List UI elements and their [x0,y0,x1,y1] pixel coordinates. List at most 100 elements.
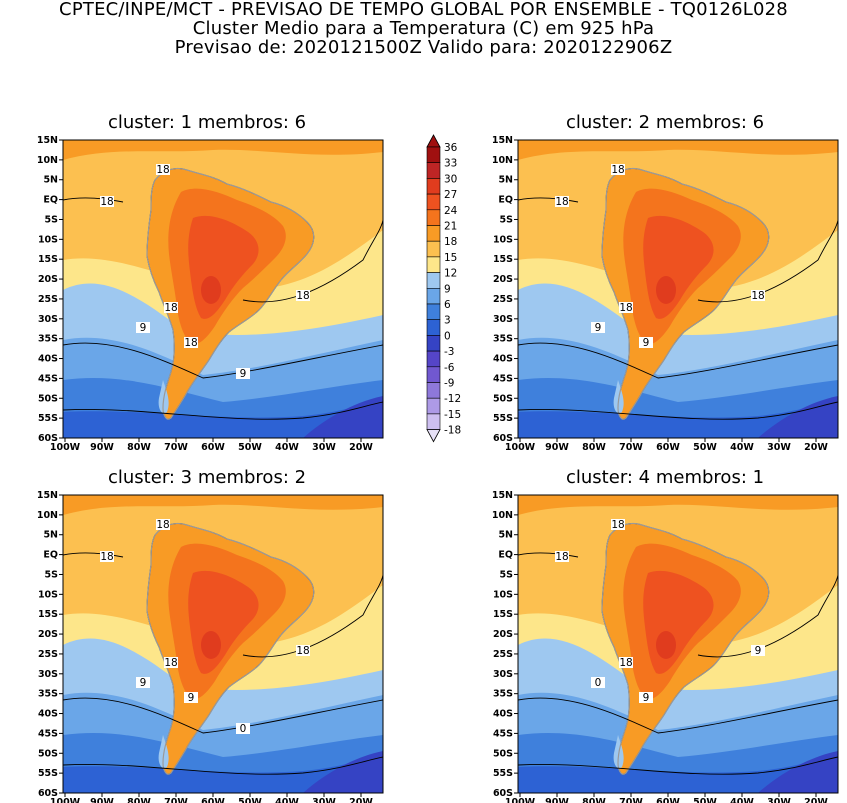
lon-tick-label: 70W [164,797,188,803]
lat-tick-label: 55S [493,413,513,424]
lat-tick-label: 50S [493,393,513,404]
svg-text:9: 9 [643,337,650,349]
colorbar-swatch [426,209,441,226]
lon-tick-label: 60W [656,797,680,803]
contour-label: 9 [236,368,250,380]
contour-label: 0 [236,723,250,735]
lat-tick-label: 20S [493,274,513,285]
svg-text:9: 9 [140,322,147,334]
lon-tick-label: 30W [767,442,791,453]
header-dates: Previsao de: 2020121500Z Valido para: 20… [174,37,673,58]
svg-text:9: 9 [643,692,650,704]
lon-tick-label: 70W [164,442,188,453]
lat-tick-label: 10N [37,510,58,521]
lat-tick-label: 30S [493,669,513,680]
colorbar-label: 3 [444,315,451,327]
colorbar-swatch [426,225,441,242]
colorbar-label: -9 [444,378,454,390]
svg-text:18: 18 [619,302,632,314]
contour-label: 9 [136,677,150,689]
svg-text:18: 18 [296,290,309,302]
lon-tick-label: 80W [582,797,606,803]
colorbar-swatch [426,162,441,179]
lat-tick-label: 10N [37,155,58,166]
panel-title: cluster: 1 membros: 6 [108,112,307,133]
contour-label: 9 [591,322,605,334]
header-title: CPTEC/INPE/MCT - PREVISAO DE TEMPO GLOBA… [59,0,788,20]
colorbar-label: 24 [444,205,458,217]
lon-tick-label: 30W [312,442,336,453]
svg-text:18: 18 [184,337,197,349]
colorbar-label: 18 [444,236,457,248]
contour-label: 18 [164,657,178,669]
lon-tick-label: 50W [693,797,717,803]
lat-tick-label: 35S [493,689,513,700]
svg-text:18: 18 [100,551,113,563]
lat-tick-label: EQ [43,195,58,206]
svg-text:18: 18 [164,302,177,314]
contour-label: 18 [156,519,170,531]
colorbar-label: -15 [444,409,461,421]
lat-tick-label: 50S [38,393,58,404]
lon-tick-label: 90W [90,797,114,803]
lat-tick-label: 40S [38,354,58,365]
lon-tick-label: 80W [582,442,606,453]
contour-label: 9 [639,692,653,704]
contour-label: 18 [611,164,625,176]
svg-text:18: 18 [611,519,624,531]
svg-text:18: 18 [619,657,632,669]
lon-tick-label: 100W [505,797,536,803]
contour-label: 9 [751,645,765,657]
contour-label: 18 [296,290,310,302]
colorbar-label: -18 [444,425,461,437]
svg-text:18: 18 [296,645,309,657]
svg-text:18: 18 [751,290,764,302]
lat-tick-label: 45S [493,728,513,739]
panel-title: cluster: 3 membros: 2 [108,467,307,488]
lat-tick-label: 10S [38,589,58,600]
svg-text:18: 18 [156,519,169,531]
colorbar-label: -3 [444,346,454,358]
lon-tick-label: 50W [693,442,717,453]
lon-tick-label: 30W [767,797,791,803]
lon-tick-label: 50W [238,797,262,803]
lon-tick-label: 40W [275,797,299,803]
svg-text:18: 18 [555,196,568,208]
colorbar-swatch [426,146,441,163]
lon-tick-label: 90W [545,442,569,453]
colorbar-label: 15 [444,252,457,264]
lat-tick-label: 55S [38,768,58,779]
lon-tick-label: 20W [804,442,828,453]
lat-tick-label: 25S [493,294,513,305]
colorbar-swatch [426,303,441,320]
lat-tick-label: 45S [38,373,58,384]
contour-label: 18 [296,645,310,657]
contour-label: 18 [751,290,765,302]
svg-text:18: 18 [156,164,169,176]
lon-tick-label: 100W [505,442,536,453]
colorbar-swatch [426,413,441,430]
svg-text:0: 0 [240,723,247,735]
lat-tick-label: 15N [492,135,513,146]
contour-label: 18 [619,302,633,314]
svg-text:18: 18 [100,196,113,208]
contour-label: 18 [555,551,569,563]
lat-tick-label: 10S [38,234,58,245]
lat-tick-label: 5N [43,175,58,186]
svg-text:9: 9 [188,692,195,704]
lat-tick-label: 10N [492,510,513,521]
svg-text:9: 9 [595,322,602,334]
svg-text:18: 18 [611,164,624,176]
lat-tick-label: 25S [493,649,513,660]
panel-title: cluster: 4 membros: 1 [566,467,765,488]
lon-tick-label: 80W [127,797,151,803]
lon-tick-label: 20W [349,797,373,803]
lat-tick-label: 20S [38,629,58,640]
lat-tick-label: 55S [38,413,58,424]
lat-tick-label: 40S [493,709,513,720]
lon-tick-label: 90W [90,442,114,453]
lat-tick-label: 15S [493,254,513,265]
contour-label: 18 [100,551,114,563]
lon-tick-label: 80W [127,442,151,453]
